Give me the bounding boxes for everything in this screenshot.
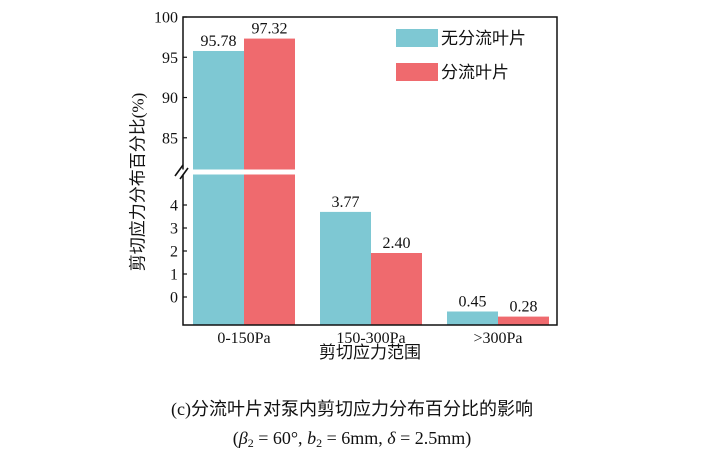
figure-caption-title: (c)分流叶片对泵内剪切应力分布百分比的影响 [171,399,533,419]
caption-b-subscript: 2 [316,436,323,450]
x-tick-label-2: 150-300Pa [336,330,405,347]
bar-series-2-category-1 [244,38,295,325]
x-axis-ticks: 0-150Pa 150-300Pa >300Pa [217,330,522,347]
bar-series-1-category-1 [193,50,244,325]
legend-swatch-series-1 [396,29,438,47]
caption-beta-value: = 60°, [253,428,308,448]
x-axis-title: 剪切应力范围 [319,343,421,362]
bar-series-2-category-2 [371,253,422,325]
caption-b-symbol: b [307,428,317,448]
legend-label-series-2: 分流叶片 [441,63,509,82]
x-tick-label-1: 0-150Pa [217,330,270,347]
y-tick-label-upper-4: 100 [154,10,178,27]
bar-series-2-category-3 [498,316,549,325]
y-tick-label-lower-5: 4 [170,198,178,215]
caption-delta-value: = 2.5mm [395,428,466,448]
y-tick-label-lower-3: 2 [170,244,178,261]
axis-break-mark-right [179,167,189,180]
y-axis-break [174,164,298,180]
caption-beta-subscript: 2 [247,436,254,450]
y-tick-label-upper-2: 90 [162,90,178,107]
y-tick-label-lower-4: 3 [170,221,178,238]
x-tick-label-3: >300Pa [473,330,522,347]
data-label-series-2-category-3: 0.28 [510,299,538,316]
y-axis-ticks: 85 90 95 100 0 1 2 3 4 [154,10,187,307]
data-label-series-1-category-2: 3.77 [332,194,360,211]
legend-label-series-1: 无分流叶片 [441,29,526,48]
y-tick-label-upper-1: 85 [162,130,178,147]
y-tick-label-lower-2: 1 [170,267,178,284]
data-labels: 95.78 97.32 3.77 2.40 0.45 0.28 [201,21,538,316]
y-tick-label-upper-3: 95 [162,50,178,67]
bar-chart: 85 90 95 100 0 1 2 3 4 0-150Pa 150-300Pa >300Pa 95… [129,10,558,362]
legend-swatch-series-2 [396,63,438,81]
caption-open-paren: ( [232,428,239,448]
axis-break-gap [181,169,298,175]
data-label-series-2-category-1: 97.32 [252,21,288,38]
data-label-series-2-category-2: 2.40 [383,235,411,252]
bar-series-1-category-2 [320,211,371,325]
data-label-series-1-category-1: 95.78 [201,33,237,50]
caption-b-value: = 6mm, [322,428,388,448]
bars-layer [193,38,549,325]
bar-series-1-category-3 [447,311,498,325]
y-axis-title: 剪切应力分布百分比(%) [129,93,148,271]
legend: 无分流叶片 分流叶片 [396,29,526,82]
data-label-series-1-category-3: 0.45 [459,294,487,311]
figure-caption-parameters: (β2 = 60°, b2 = 6mm, δ = 2.5mm) [0,424,704,452]
caption-close-paren: ) [465,428,472,448]
y-tick-label-lower-1: 0 [170,290,178,307]
caption-beta-symbol: β [238,428,248,448]
axis-break-mark-left [174,164,184,177]
caption-delta-symbol: δ [387,428,396,448]
